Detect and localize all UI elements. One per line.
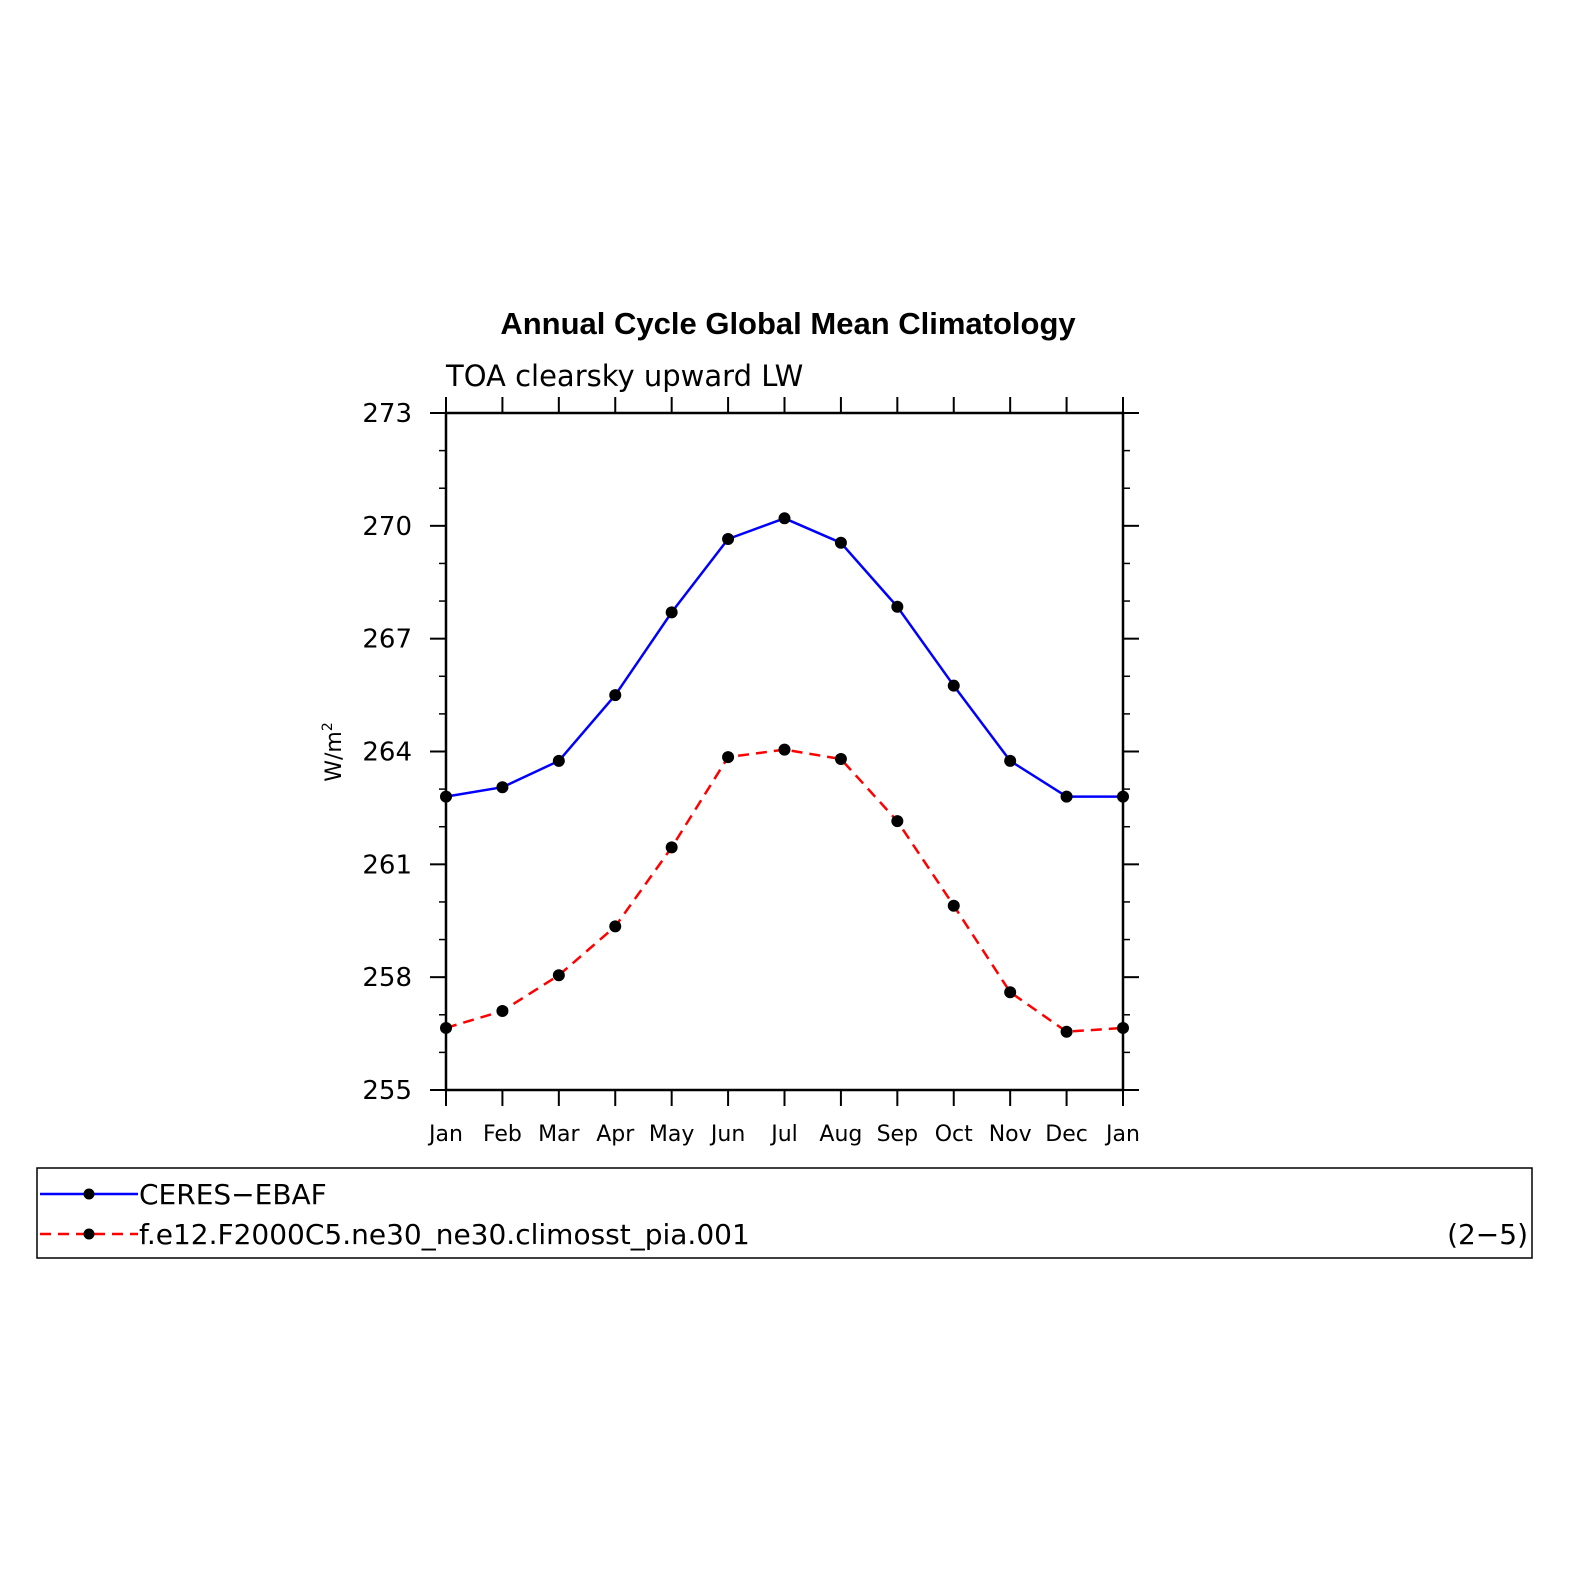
y-tick-label: 273 (362, 399, 412, 429)
data-point-1 (552, 969, 565, 982)
y-tick-label: 267 (362, 625, 412, 655)
data-point-0 (665, 606, 678, 619)
x-tick-label: Nov (989, 1122, 1032, 1147)
x-tick-label: Mar (538, 1122, 580, 1147)
data-point-0 (1117, 790, 1129, 803)
y-tick-label: 264 (362, 738, 412, 768)
series-layer (440, 512, 1129, 1038)
series-line-1 (445, 748, 1124, 1033)
chart-title: Annual Cycle Global Mean Climatology (500, 306, 1076, 341)
data-point-1 (1060, 1025, 1073, 1038)
data-point-1 (1004, 986, 1017, 999)
data-point-1 (834, 753, 847, 766)
legend-marker-ceres (83, 1188, 95, 1200)
x-tick-label: Aug (819, 1122, 862, 1147)
data-point-0 (1004, 754, 1017, 767)
x-tick-label: Jun (709, 1122, 745, 1147)
x-tick-label: Feb (483, 1122, 522, 1147)
x-tick-label: Apr (596, 1122, 635, 1147)
data-point-1 (665, 841, 678, 854)
data-point-0 (609, 689, 622, 702)
x-tick-label: May (649, 1122, 694, 1147)
x-tick-label: Oct (935, 1122, 973, 1147)
data-point-1 (1117, 1021, 1129, 1034)
data-point-0 (722, 532, 735, 545)
x-tick-label: Sep (877, 1122, 918, 1147)
y-tick-label: 258 (362, 963, 412, 993)
data-point-0 (947, 679, 960, 692)
legend-label-model: f.e12.F2000C5.ne30_ne30.climosst_pia.001 (139, 1218, 750, 1251)
data-point-1 (947, 899, 960, 912)
y-tick-label: 255 (362, 1076, 412, 1106)
x-tick-label: Jan (1104, 1122, 1140, 1147)
y-axis-label: W/m2 (320, 722, 347, 782)
data-point-0 (834, 536, 847, 549)
x-tick-label: Jan (427, 1122, 463, 1147)
data-point-1 (778, 743, 791, 756)
data-point-1 (891, 815, 904, 828)
data-point-0 (496, 781, 509, 794)
axes: 255 258 261 264 267 270 273 Jan Feb Mar Apr May Jun J… (362, 397, 1140, 1147)
data-point-1 (722, 751, 735, 764)
legend-box (36, 1167, 1533, 1259)
data-point-1 (609, 920, 622, 933)
chart-subtitle: TOA clearsky upward LW (445, 359, 803, 393)
data-point-0 (440, 790, 452, 803)
data-point-1 (496, 1005, 509, 1018)
svg-text:W/m2: W/m2 (320, 722, 347, 782)
y-axis-label-superscript: 2 (320, 722, 336, 731)
data-point-0 (552, 754, 565, 767)
data-point-0 (778, 512, 791, 525)
data-point-0 (1060, 790, 1073, 803)
data-point-0 (891, 600, 904, 613)
legend-note: (2−5) (1447, 1218, 1528, 1251)
legend: CERES−EBAF f.e12.F2000C5.ne30_ne30.climo… (36, 1167, 1533, 1259)
data-point-1 (440, 1021, 452, 1034)
y-tick-label: 261 (362, 850, 412, 880)
legend-label-ceres: CERES−EBAF (139, 1178, 327, 1211)
legend-marker-model (83, 1228, 95, 1240)
y-axis-label-text: W/m (322, 731, 347, 782)
y-tick-label: 270 (362, 512, 412, 542)
x-tick-label: Jul (769, 1122, 798, 1147)
x-tick-label: Dec (1045, 1122, 1088, 1147)
